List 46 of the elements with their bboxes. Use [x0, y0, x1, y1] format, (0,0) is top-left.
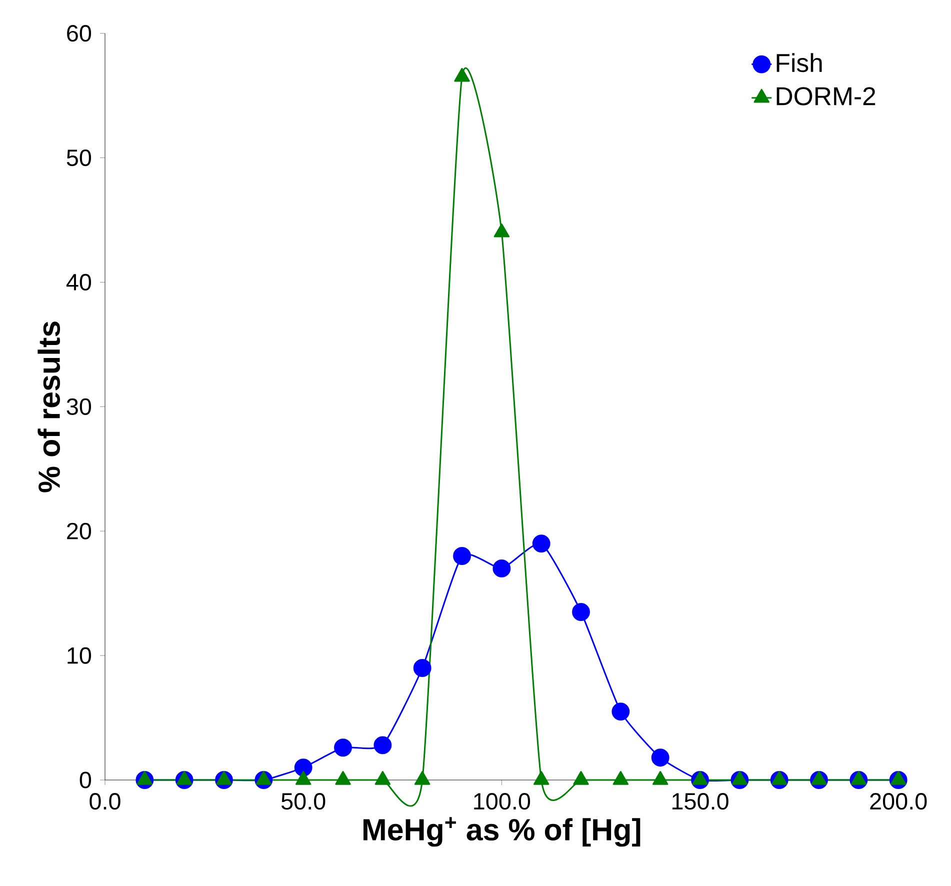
legend-label: Fish [776, 53, 822, 72]
point [334, 738, 352, 757]
point [850, 771, 867, 785]
point [532, 534, 550, 553]
point [572, 603, 590, 621]
legend-label: DORM-2 [776, 87, 876, 106]
y-tick-label: 60 [67, 25, 92, 42]
point [692, 771, 708, 785]
y-tick-label: 30 [66, 398, 92, 415]
y-axis-title: % of results [38, 322, 60, 492]
y-tick-label: 0 [80, 772, 92, 788]
x-tick-label: 150.0 [672, 793, 728, 810]
point [890, 771, 906, 785]
point [414, 771, 430, 785]
point [295, 771, 312, 785]
point [732, 771, 748, 785]
x-tick-label: 50.0 [281, 793, 326, 810]
point [413, 659, 432, 677]
point [573, 771, 589, 785]
point [335, 771, 351, 785]
x-tick-label: 0.0 [90, 793, 120, 810]
point [612, 771, 629, 785]
y-tick-label: 50 [66, 149, 92, 166]
y-tick-label: 20 [67, 522, 92, 540]
point [811, 771, 827, 785]
point [494, 223, 510, 238]
point [492, 559, 511, 578]
point [216, 771, 232, 785]
x-tick-label: 200.0 [870, 793, 927, 810]
point [771, 771, 788, 785]
y-tick-label: 10 [68, 647, 92, 664]
point [652, 771, 668, 785]
point [454, 68, 470, 82]
point [374, 736, 392, 754]
point [533, 771, 550, 785]
x-axis-title: MeHg$^{+}$ as % of [Hg] [364, 817, 640, 847]
point [453, 547, 471, 565]
point [651, 748, 670, 767]
x-tick-label: 100.0 [474, 793, 530, 810]
point [612, 702, 630, 721]
point [256, 771, 272, 785]
point [136, 771, 153, 785]
point [374, 771, 391, 785]
y-tick-label: 40 [66, 274, 92, 291]
point [294, 758, 312, 777]
point [176, 771, 192, 785]
